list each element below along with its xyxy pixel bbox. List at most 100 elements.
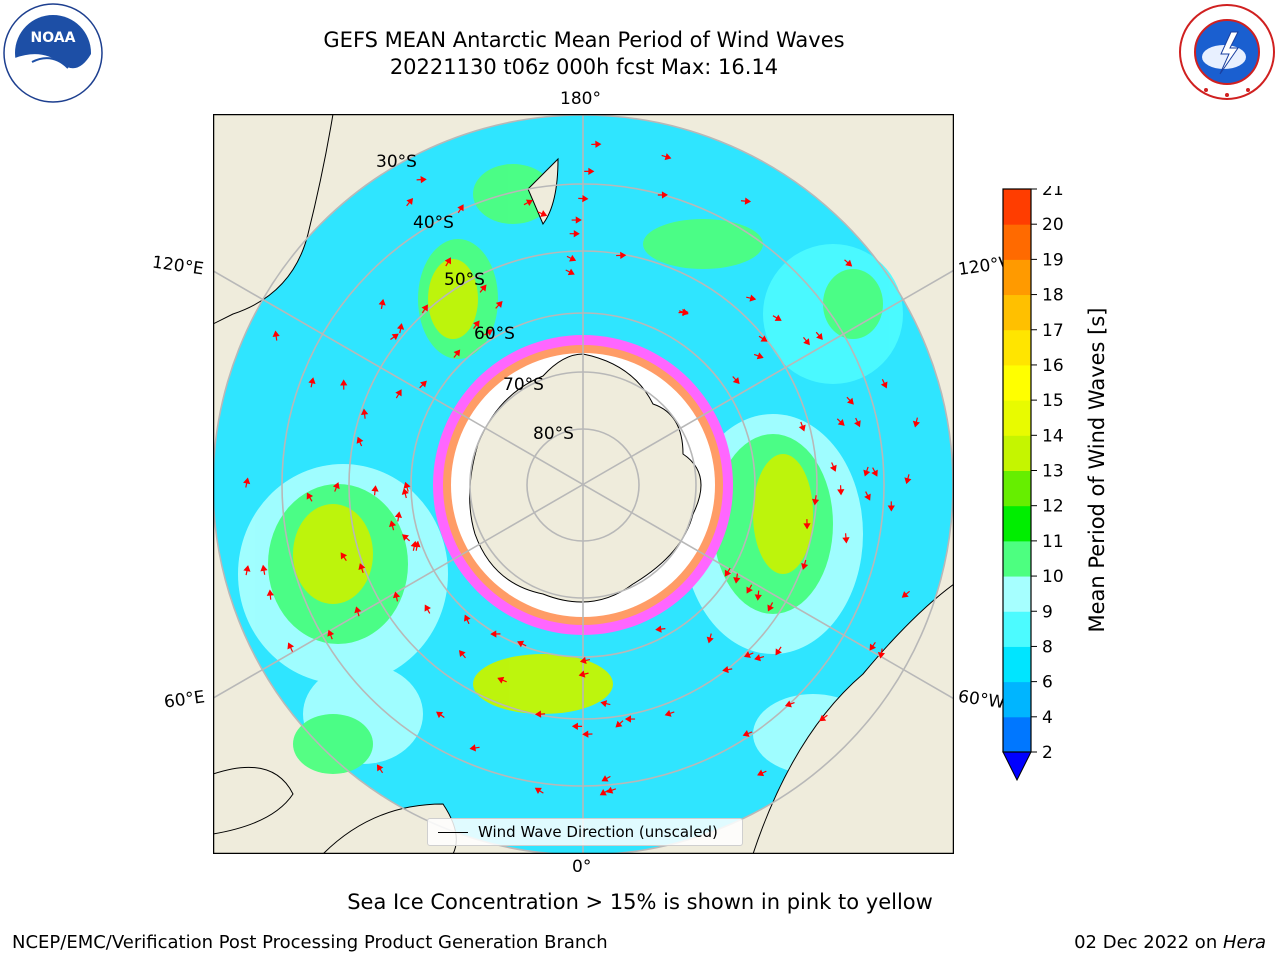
wave-direction-arrowhead bbox=[606, 786, 614, 794]
wave-direction-arrowhead bbox=[378, 298, 386, 306]
colorbar-segment bbox=[1003, 646, 1031, 683]
colorbar-segment bbox=[1003, 540, 1031, 577]
wave-direction-arrowhead bbox=[847, 397, 854, 405]
colorbar-tick-label: 19 bbox=[1042, 250, 1064, 270]
wave-direction-arrowhead bbox=[912, 420, 920, 428]
wave-direction-arrowhead bbox=[272, 330, 280, 338]
wave-direction-arrowhead bbox=[376, 764, 384, 772]
wave-direction-arrowhead bbox=[358, 563, 366, 571]
wave-direction-arrowhead bbox=[420, 380, 427, 388]
colorbar-segment bbox=[1003, 716, 1031, 753]
wave-direction-arrowhead bbox=[340, 379, 348, 386]
wave-direction-arrowhead bbox=[599, 789, 607, 796]
wave-direction-arrowhead bbox=[395, 389, 402, 397]
colorbar-segment bbox=[1003, 400, 1031, 436]
wave-direction-arrowhead bbox=[534, 787, 542, 795]
wave-direction-arrowhead bbox=[490, 630, 497, 638]
wave-direction-arrowhead bbox=[798, 424, 806, 432]
colorbar-tick-label: 17 bbox=[1042, 321, 1064, 341]
wave-direction-arrowhead bbox=[525, 199, 533, 207]
colorbar-tick-label: 18 bbox=[1042, 286, 1064, 306]
wave-direction-arrowhead bbox=[540, 210, 548, 217]
wave-direction-arrowhead bbox=[837, 489, 845, 496]
colorbar-segment bbox=[1003, 576, 1031, 612]
map-title: GEFS MEAN Antarctic Mean Period of Wind … bbox=[323, 28, 845, 52]
wave-direction-arrowhead bbox=[842, 537, 850, 544]
wave-direction-arrowhead bbox=[356, 436, 364, 444]
wave-direction-arrowhead bbox=[340, 552, 348, 560]
colorbar: 2 4 6 8 9 10 11 12 13 14 15 16 17 18 19 20 21 bbox=[1002, 186, 1064, 782]
noaa-logo-text: NOAA bbox=[31, 30, 76, 46]
wave-direction-arrowhead bbox=[260, 564, 268, 572]
colorbar-segment bbox=[1003, 329, 1031, 366]
wave-direction-arrowhead bbox=[354, 606, 362, 614]
lon-label-60w: 60°W bbox=[956, 686, 1007, 714]
wave-direction-arrowhead bbox=[877, 651, 885, 659]
colorbar-tick-label: 20 bbox=[1042, 215, 1064, 235]
lon-label-60e: 60°E bbox=[162, 687, 207, 713]
wave-direction-arrowhead bbox=[854, 420, 861, 428]
wave-direction-arrowhead bbox=[655, 625, 662, 633]
wave-direction-arrowhead bbox=[479, 284, 487, 292]
wave-direction-arrowhead bbox=[819, 714, 827, 722]
wave-direction-arrowhead bbox=[661, 191, 668, 199]
wave-direction-arrowhead bbox=[469, 744, 477, 752]
wave-direction-arrowhead bbox=[595, 140, 602, 148]
colorbar-segment bbox=[1003, 435, 1031, 471]
wave-direction-arrowhead bbox=[495, 300, 503, 308]
wave-direction-arrowhead bbox=[497, 676, 505, 684]
colorbar-segment bbox=[1003, 364, 1031, 401]
map-subtitle: 20221130 t06z 000h fcst Max: 16.14 bbox=[389, 55, 779, 79]
wave-direction-arrowhead bbox=[760, 335, 768, 342]
colorbar-label: Mean Period of Wind Waves [s] bbox=[1085, 307, 1109, 633]
colorbar-tick-label: 12 bbox=[1042, 497, 1064, 517]
legend-line-sample bbox=[438, 832, 468, 833]
wave-direction-arrowhead bbox=[420, 176, 427, 184]
wave-direction-arrowhead bbox=[803, 338, 810, 346]
wave-direction-arrowhead bbox=[746, 586, 753, 594]
wave-direction-arrowhead bbox=[744, 197, 752, 205]
australia-land bbox=[213, 114, 334, 325]
wave-direction-arrowhead bbox=[266, 589, 274, 596]
wave-direction-arrowhead bbox=[389, 520, 397, 528]
colorbar-tick-label: 9 bbox=[1042, 602, 1053, 622]
wave-direction-arrowhead bbox=[458, 650, 466, 658]
south-america-land bbox=[752, 583, 954, 854]
wave-direction-arrowhead bbox=[588, 167, 595, 176]
wave-direction-arrowhead bbox=[743, 651, 751, 658]
wave-direction-arrowhead bbox=[392, 591, 401, 599]
lat-label-80s: 80°S bbox=[533, 424, 574, 444]
colorbar-tick-label: 10 bbox=[1042, 567, 1064, 587]
colorbar-tick-label: 8 bbox=[1042, 637, 1053, 657]
wave-direction-arrowhead bbox=[732, 377, 740, 385]
nws-logo bbox=[1179, 4, 1275, 100]
wave-direction-arrowhead bbox=[517, 640, 525, 648]
wave-direction-arrowhead bbox=[582, 194, 589, 203]
wave-direction-arrowhead bbox=[863, 469, 871, 477]
wave-direction-arrowhead bbox=[453, 349, 461, 357]
footer-date-text: 02 Dec 2022 on bbox=[1074, 932, 1223, 953]
wave-direction-arrowhead bbox=[485, 329, 493, 336]
lon-label-120e: 120°E bbox=[150, 252, 205, 280]
wave-direction-arrowhead bbox=[724, 569, 732, 577]
wave-direction-arrowhead bbox=[784, 700, 792, 708]
wave-direction-arrowhead bbox=[829, 464, 837, 472]
wave-direction-arrowhead bbox=[534, 710, 542, 718]
wave-direction-arrowhead bbox=[287, 642, 295, 650]
wave-direction-arrowhead bbox=[327, 629, 335, 637]
wave-direction-arrowhead bbox=[579, 656, 587, 664]
wave-direction-arrowhead bbox=[573, 230, 580, 238]
lon-label-0: 0° bbox=[572, 857, 592, 877]
wave-direction-arrowhead bbox=[308, 377, 316, 384]
wave-direction-arrowhead bbox=[706, 636, 714, 644]
colorbar-segment bbox=[1003, 505, 1031, 542]
wave-direction-arrowhead bbox=[571, 722, 578, 730]
wave-direction-arrowhead bbox=[463, 614, 471, 622]
wave-direction-arrowhead bbox=[880, 381, 888, 389]
lat-label-50s: 50°S bbox=[444, 270, 485, 290]
wave-direction-arrowhead bbox=[801, 563, 809, 570]
wave-direction-arrowhead bbox=[816, 332, 823, 340]
footer-machine: Hera bbox=[1222, 932, 1266, 953]
colorbar-tick-label: 6 bbox=[1042, 673, 1053, 693]
new-zealand-land bbox=[527, 157, 559, 225]
